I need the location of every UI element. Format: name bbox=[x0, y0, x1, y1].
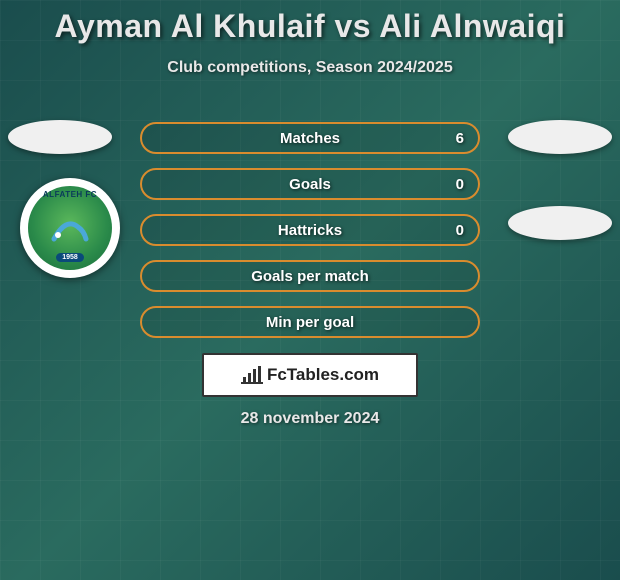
stat-label: Goals bbox=[142, 170, 478, 198]
player-left-photo-placeholder bbox=[8, 120, 112, 154]
player-right-photo-placeholder-2 bbox=[508, 206, 612, 240]
stat-bar: Goals0 bbox=[140, 168, 480, 200]
footer-date: 28 november 2024 bbox=[0, 410, 620, 428]
stat-bar: Goals per match bbox=[140, 260, 480, 292]
page-title: Ayman Al Khulaif vs Ali Alnwaiqi bbox=[0, 8, 620, 45]
stat-value: 6 bbox=[456, 124, 464, 152]
stat-value: 0 bbox=[456, 170, 464, 198]
stat-value: 0 bbox=[456, 216, 464, 244]
stat-label: Matches bbox=[142, 124, 478, 152]
brand-name: FcTables.com bbox=[267, 365, 379, 385]
stat-bar: Hattricks0 bbox=[140, 214, 480, 246]
club-logo-name: ALFATEH FC bbox=[28, 190, 112, 199]
stat-bar: Min per goal bbox=[140, 306, 480, 338]
club-logo-year: 1958 bbox=[56, 253, 84, 262]
club-logo-swoosh-icon bbox=[48, 209, 92, 253]
stat-label: Goals per match bbox=[142, 262, 478, 290]
player-right-photo-placeholder-1 bbox=[508, 120, 612, 154]
club-logo-inner: ALFATEH FC 1958 bbox=[28, 186, 112, 270]
brand-chart-icon bbox=[241, 366, 263, 384]
stat-label: Min per goal bbox=[142, 308, 478, 336]
stat-label: Hattricks bbox=[142, 216, 478, 244]
stats-list: Matches6Goals0Hattricks0Goals per matchM… bbox=[140, 122, 480, 352]
club-logo: ALFATEH FC 1958 bbox=[20, 178, 120, 278]
stat-bar: Matches6 bbox=[140, 122, 480, 154]
page-subtitle: Club competitions, Season 2024/2025 bbox=[0, 59, 620, 77]
brand-box: FcTables.com bbox=[202, 353, 418, 397]
